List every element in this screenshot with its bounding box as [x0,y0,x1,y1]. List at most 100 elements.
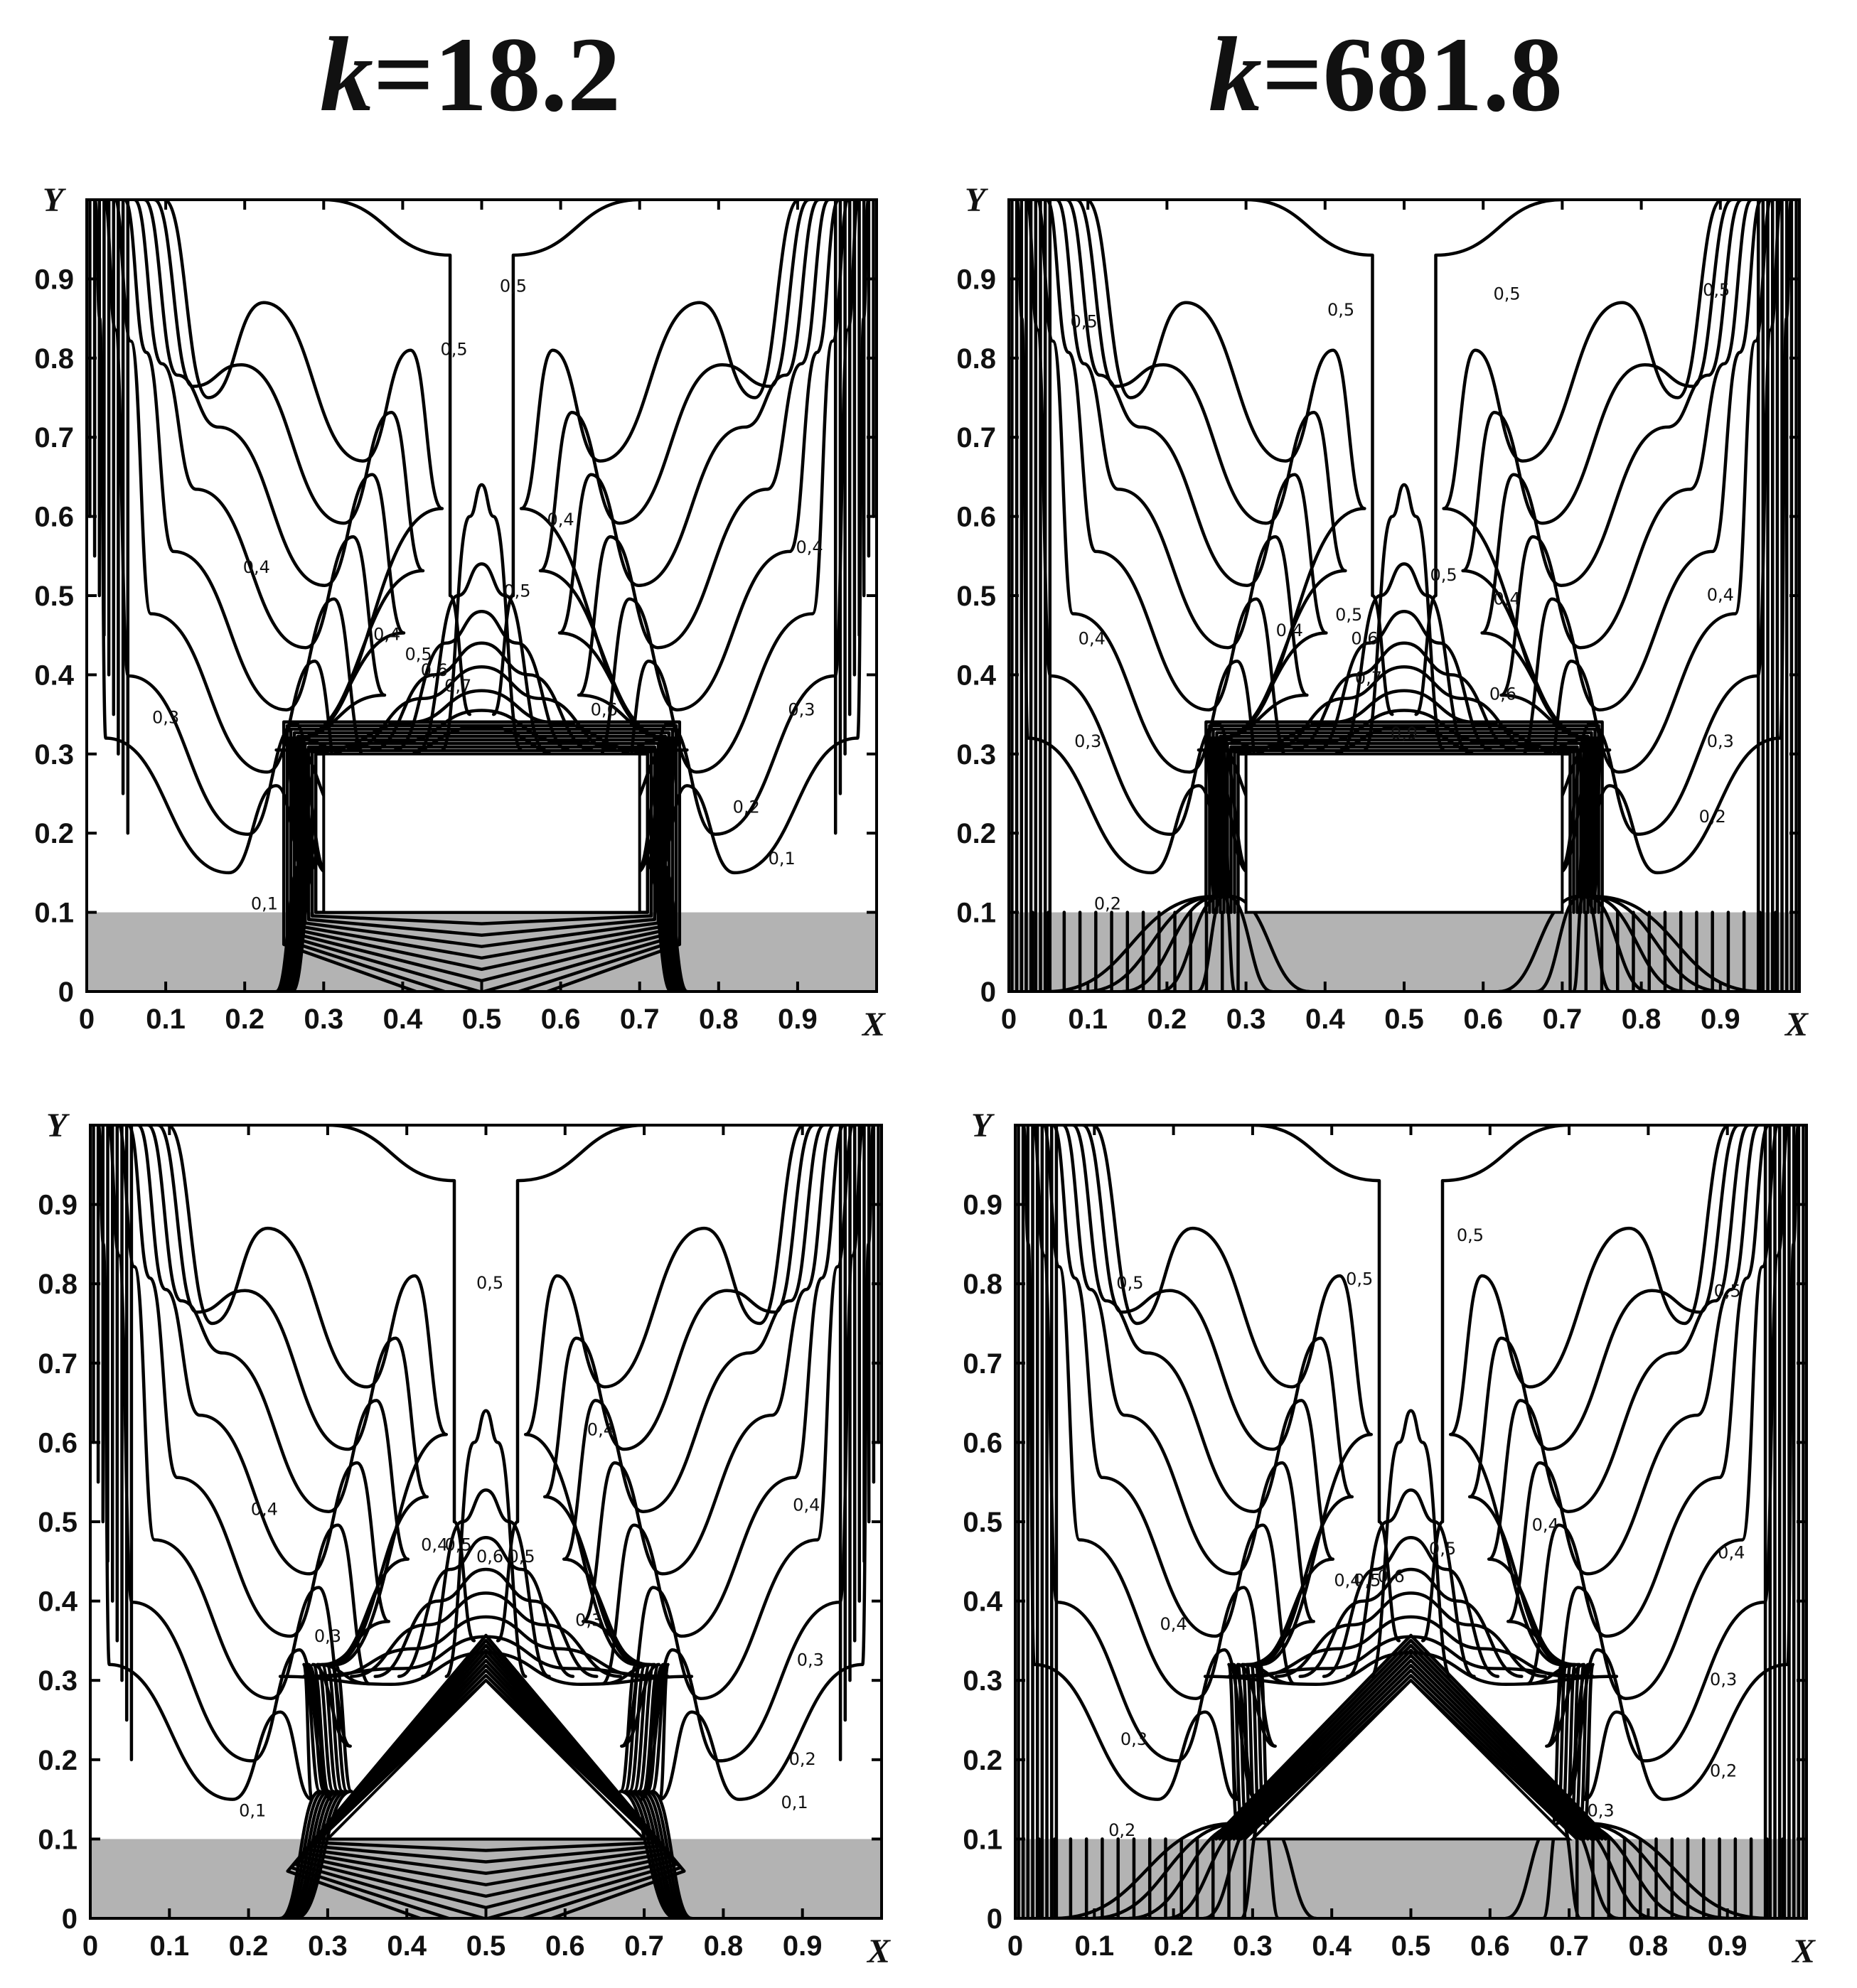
x-axis-label: X [1784,1006,1809,1043]
contour-line-plume [1346,1488,1476,1678]
x-tick-label: 0 [1001,1004,1017,1035]
x-tick-label: 0.6 [1470,1930,1510,1962]
contour-line [1583,1125,1800,1918]
contour-line-center [496,1125,646,1643]
contour-label: 0,4 [1493,589,1520,609]
contour-line-plume [1275,1591,1547,1678]
contour-line-obstacle [1229,745,1579,914]
contour-label: 0,5 [1335,605,1362,625]
y-axis-label: Y [43,181,66,219]
contour-lines [1017,1125,1805,1918]
x-tick-label: 0 [79,1004,95,1035]
triangle-obstacle [324,1678,648,1841]
contour-label: 0,3 [1074,731,1101,751]
contour-line-obstacle [1211,1633,1611,1841]
x-tick-label: 0.7 [1543,1004,1583,1035]
contour-label: 0,4 [1079,628,1106,648]
contour-plot-k18-triangle: 0,50,40,40,40,40,50,6 0,50,30,30,30,20,10… [38,1107,891,1970]
y-tick-label: 0.1 [34,898,74,929]
x-axis-label: X [861,1006,886,1043]
y-tick-label: 0.9 [38,1190,77,1221]
y-tick-label: 0.8 [963,1269,1002,1300]
x-axis-label: X [866,1933,891,1970]
x-tick-label: 0.9 [783,1930,823,1962]
y-tick-label: 0.3 [963,1665,1002,1697]
contour-line [166,1125,449,1918]
y-tick-label: 0.9 [956,264,996,295]
contour-line-center [1251,1125,1401,1643]
x-tick-label: 0.1 [1068,1004,1108,1035]
contour-label: 0,4 [251,1499,278,1519]
contour-label: 0,4 [373,625,400,645]
x-tick-label: 0 [82,1930,98,1962]
contour-line-plume [1322,1536,1500,1678]
contour-line [1506,1125,1760,1918]
contour-line-obstacle [292,731,671,983]
y-tick-label: 0.5 [963,1507,1002,1538]
contour-label: 0,5 [1429,1539,1456,1559]
y-tick-label: 0.2 [38,1745,77,1776]
contour-label: 0,5 [503,581,530,601]
y-tick-label: 0.4 [963,1586,1002,1618]
contour-label: 0,4 [1160,1614,1187,1634]
y-tick-label: 0.8 [38,1269,77,1300]
x-tick-label: 0.8 [704,1930,744,1962]
contour-label: 0,2 [789,1749,816,1769]
y-tick-label: 0.5 [38,1507,77,1538]
contour-label: 0,5 [500,276,527,296]
contour-line-obstacle [1222,738,1586,914]
contour-label: 0,6 [591,700,618,720]
y-tick-label: 0.3 [38,1665,77,1697]
contour-line [1042,1125,1277,1918]
contour-label: 0,2 [733,797,760,817]
x-tick-label: 0.3 [1233,1930,1273,1962]
contour-label: 0,4 [421,1535,448,1554]
x-tick-label: 0.4 [387,1930,427,1962]
x-tick-label: 0.1 [146,1004,186,1035]
y-tick-label: 0.2 [956,818,996,849]
contour-line [620,1125,855,1918]
contour-label: 0,3 [1588,1800,1615,1820]
y-tick-label: 0.6 [34,502,74,533]
contour-label: 0,3 [788,700,815,720]
contour-label: 0,3 [152,708,179,728]
contour-label: 0,4 [547,510,574,530]
contour-line-obstacle [1232,1663,1590,1841]
contour-line-obstacle [1239,1673,1583,1841]
y-tick-label: 0.7 [34,422,74,453]
x-axis-label: X [1791,1933,1816,1970]
rectangle-obstacle [322,752,641,914]
contour-label: 0,1 [781,1793,808,1812]
y-tick-label: 0.1 [38,1824,77,1855]
y-tick-label: 0.6 [963,1427,1002,1458]
contour-label: 0,5 [1346,1269,1373,1289]
contour-line-plume [1298,1567,1524,1678]
contour-line-center [1420,1125,1571,1643]
k-value: =18.2 [373,16,621,134]
contour-line-obstacle [1218,1643,1604,1841]
x-tick-label: 0.7 [624,1930,664,1962]
contour-line [127,1125,371,1918]
contour-label: 0,2 [1699,807,1726,827]
x-tick-label: 0.5 [462,1004,502,1035]
contour-line-obstacle [1208,724,1600,914]
contour-label: 0,6 [1489,684,1516,704]
x-tick-label: 0.9 [778,1004,818,1035]
contour-label: 0,5 [476,1273,503,1293]
y-tick-label: 0.8 [956,343,996,375]
contour-plot-k18-rectangle: 0,50,50,40,40,40,40,50,50,60,70,60,3 0,30… [34,181,886,1043]
contour-line-plume [417,562,547,752]
contour-label: 0,5 [1116,1273,1143,1293]
y-tick-label: 0.3 [34,739,74,770]
y-tick-label: 0 [980,977,996,1008]
contour-line [1091,1125,1374,1918]
y-tick-label: 0.6 [956,502,996,533]
y-tick-label: 0.5 [34,581,74,612]
rectangle-obstacle [1244,752,1564,914]
contour-line-plume [1251,1615,1571,1678]
contour-label: 0,5 [1354,1571,1381,1591]
x-tick-label: 0 [1007,1930,1023,1962]
contour-line-plume [326,1615,646,1678]
contour-lines [1010,200,1798,992]
contour-line [1081,1125,1354,1918]
